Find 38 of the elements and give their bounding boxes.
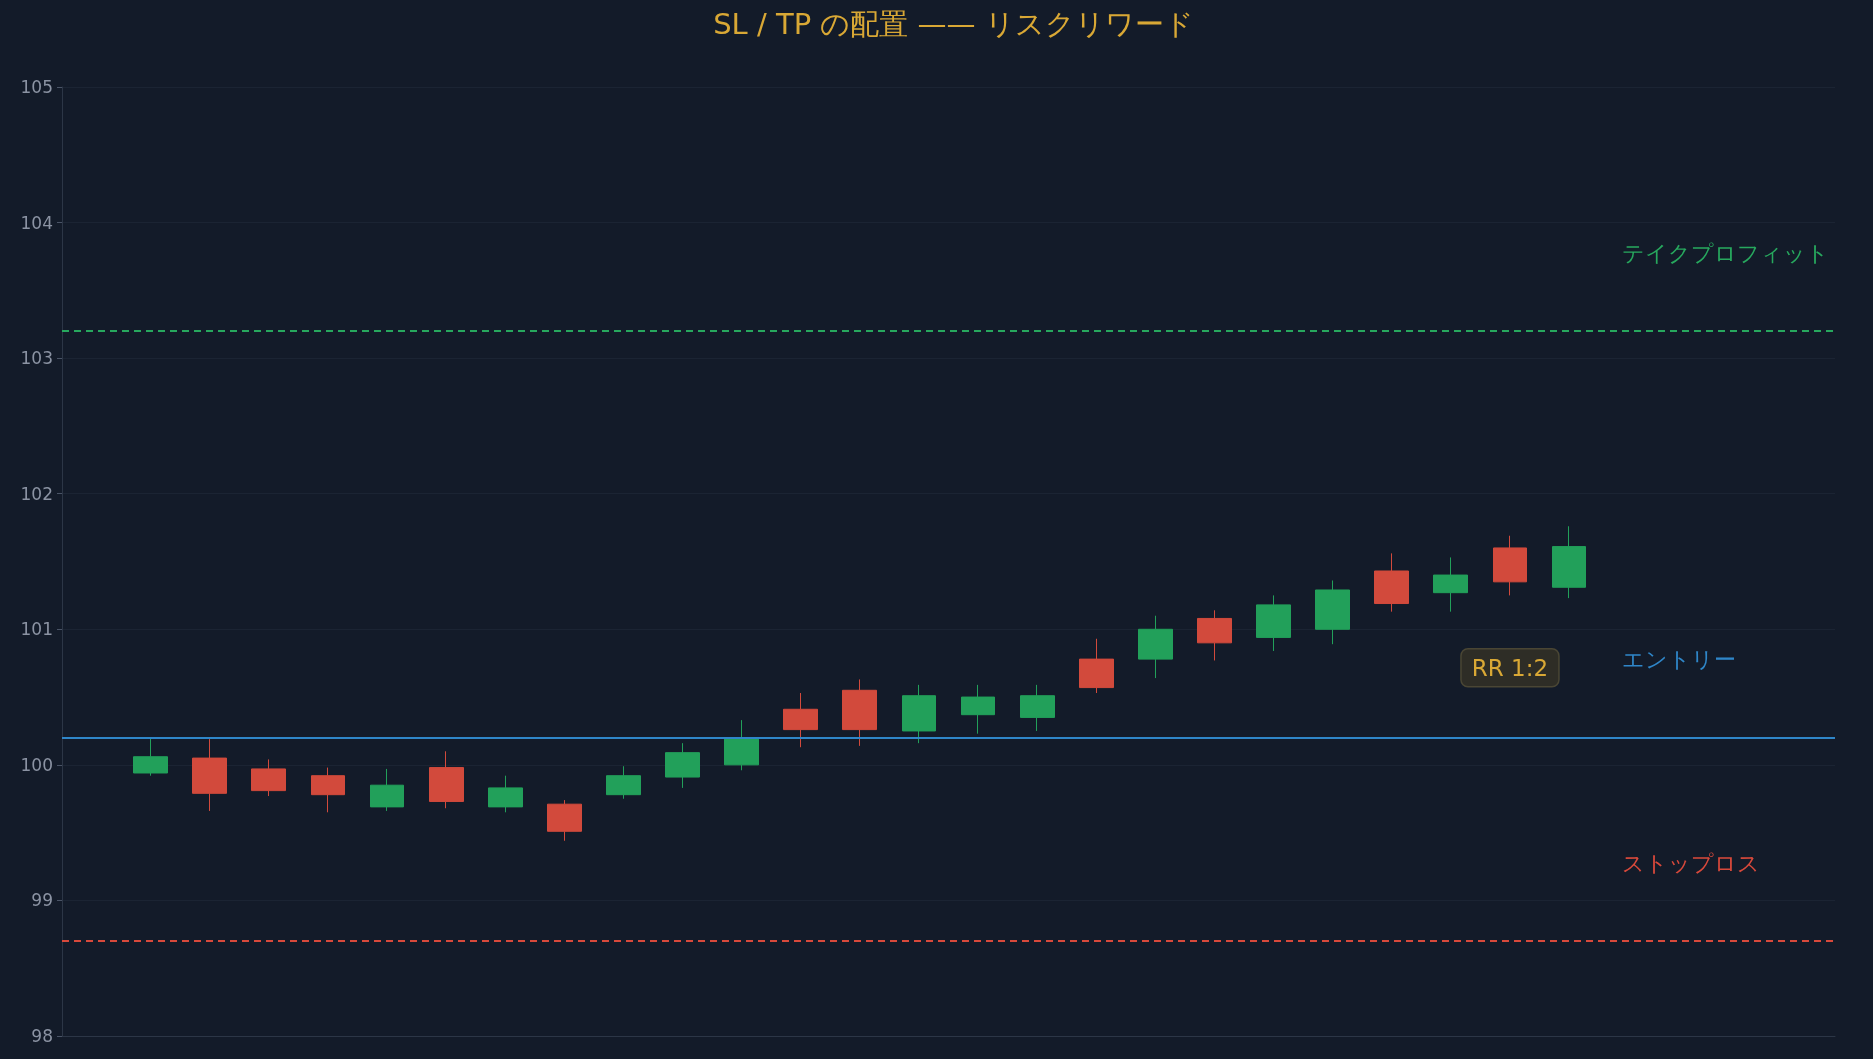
candlestick [192,738,227,812]
candlestick [133,737,168,777]
ref-line-label: エントリー [1622,647,1737,673]
candlestick [724,719,759,771]
y-tick-label: 99 [31,890,53,911]
candlestick [902,684,936,744]
candlestick [1433,556,1468,613]
y-tick-label: 100 [20,754,53,775]
y-tick-label: 102 [20,483,53,504]
chart-title: SL / TP の配置 —— リスクリワード [713,6,1194,41]
ref-line-label: テイクプロフィット [1622,240,1830,266]
ref-line-label: ストップロス [1622,850,1761,876]
y-tick-label: 105 [20,77,53,97]
candlestick [606,765,641,800]
candlestick [1256,594,1291,652]
candlestick [1374,552,1409,613]
annotation: RR 1:2 [1471,654,1549,681]
candlestick [429,750,464,809]
candlestick [1197,609,1232,661]
candlestick [370,768,404,812]
candlestick [488,775,523,813]
y-tick-label: 104 [20,212,53,233]
candlestick [547,799,582,842]
candlestick [1315,579,1350,645]
y-tick-label: 98 [31,1026,53,1046]
candlestick [1079,638,1114,694]
candlestick [1493,535,1527,596]
candlestick [1020,684,1055,732]
candlestick [1138,615,1173,679]
candlestick [961,684,995,735]
candlestick [665,742,700,789]
y-tick-label: 101 [20,619,53,640]
candlestick [1552,525,1586,599]
candlestick [311,767,345,813]
candlestick [783,692,818,748]
y-tick-label: 103 [20,348,53,369]
candlestick [251,758,286,797]
candlestick [842,678,877,747]
